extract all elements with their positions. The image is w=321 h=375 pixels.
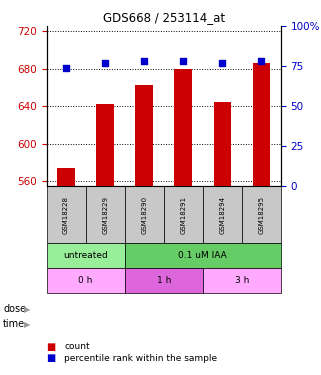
Text: 0.1 uM IAA: 0.1 uM IAA [178,251,227,260]
Point [259,58,264,64]
Bar [125,243,281,268]
Point [102,60,108,66]
Text: count: count [64,342,90,351]
Text: GSM18290: GSM18290 [141,195,147,234]
Text: GSM18295: GSM18295 [258,195,265,234]
Point [64,65,69,71]
Text: ■: ■ [47,353,56,363]
Text: untreated: untreated [63,251,108,260]
Text: 0 h: 0 h [78,276,93,285]
Bar [164,186,203,243]
Bar [213,102,231,186]
Text: 3 h: 3 h [235,276,249,285]
Text: 1 h: 1 h [157,276,171,285]
Bar [203,268,281,292]
Point [220,60,225,66]
Bar [125,268,203,292]
Point [181,58,186,64]
Text: GSM18294: GSM18294 [219,195,225,234]
Bar [242,186,281,243]
Bar [253,63,270,186]
Text: ▶: ▶ [24,305,30,314]
Title: GDS668 / 253114_at: GDS668 / 253114_at [103,11,225,24]
Text: ■: ■ [47,342,56,352]
Text: GSM18291: GSM18291 [180,195,186,234]
Text: ▶: ▶ [24,320,30,329]
Text: dose: dose [3,304,26,314]
Bar [47,186,86,243]
Bar [86,186,125,243]
Text: GSM18229: GSM18229 [102,195,108,234]
Bar [47,268,125,292]
Bar [57,168,75,186]
Bar [174,69,192,186]
Bar [125,186,164,243]
Text: GSM18228: GSM18228 [63,195,69,234]
Bar [96,104,114,186]
Bar [135,86,153,186]
Text: time: time [3,320,25,329]
Bar [203,186,242,243]
Text: percentile rank within the sample: percentile rank within the sample [64,354,217,363]
Point [142,58,147,64]
Bar [47,243,125,268]
